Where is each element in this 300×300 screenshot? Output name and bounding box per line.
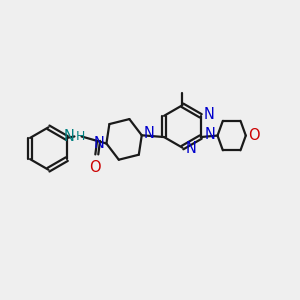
Text: N: N bbox=[185, 141, 196, 156]
Text: N: N bbox=[63, 129, 74, 144]
Text: N: N bbox=[204, 127, 215, 142]
Text: H: H bbox=[76, 130, 85, 143]
Text: N: N bbox=[93, 136, 104, 151]
Text: N: N bbox=[144, 126, 155, 141]
Text: O: O bbox=[248, 128, 260, 143]
Text: O: O bbox=[88, 160, 100, 175]
Text: N: N bbox=[204, 107, 214, 122]
